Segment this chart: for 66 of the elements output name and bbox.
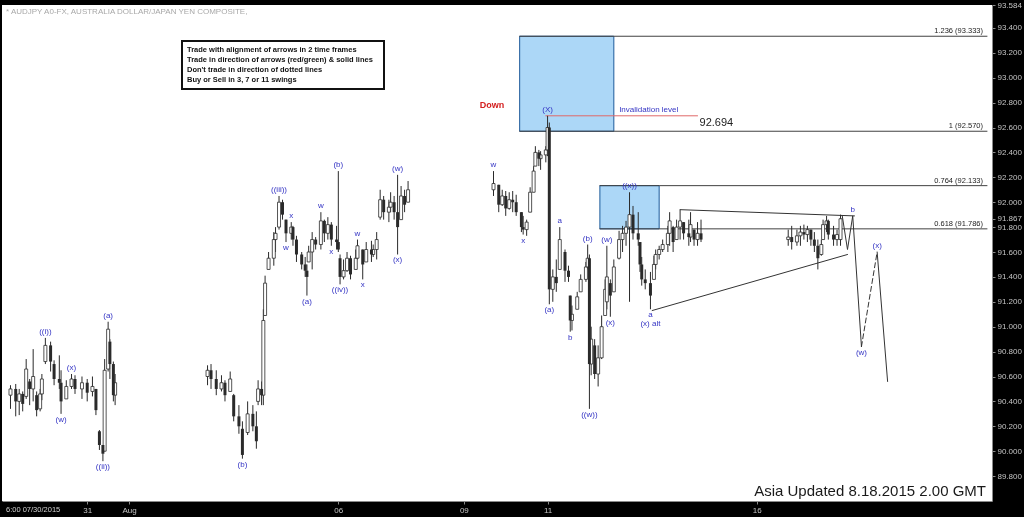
annotation: a bbox=[557, 216, 563, 226]
annotation: (w) bbox=[601, 234, 613, 244]
annotation: a bbox=[648, 310, 654, 320]
annotation: Down bbox=[479, 100, 505, 110]
annotation: (a) bbox=[544, 305, 555, 315]
annotation: Invalidation level bbox=[619, 104, 679, 114]
annotation: w bbox=[282, 243, 290, 253]
y-tick-label: 91.600 bbox=[997, 247, 1023, 257]
annotation: (x) bbox=[392, 255, 403, 265]
x-tick-label: 16 bbox=[752, 505, 763, 515]
y-tick-label: 92.600 bbox=[997, 123, 1023, 133]
annotation: (w) bbox=[855, 347, 868, 357]
annotation: ((i)) bbox=[39, 326, 52, 336]
annotation: w bbox=[316, 201, 324, 211]
annotation: (b) bbox=[237, 459, 248, 469]
annotation: (x) bbox=[66, 363, 77, 373]
y-tick-label: 93.200 bbox=[997, 48, 1023, 58]
series-label: 92.694 bbox=[699, 115, 734, 128]
y-tick-label: 91.867 bbox=[997, 214, 1023, 224]
y-tick-label: 92.400 bbox=[997, 147, 1023, 157]
annotation: b bbox=[850, 204, 856, 214]
y-tick-label: 93.400 bbox=[997, 23, 1023, 33]
annotation: (b) bbox=[582, 233, 593, 243]
y-tick-label: 92.800 bbox=[997, 98, 1023, 108]
y-tick-label: 93.000 bbox=[997, 73, 1023, 83]
y-tick-label: 91.200 bbox=[997, 297, 1023, 307]
annotation: x bbox=[521, 235, 526, 245]
annotation: (a) bbox=[302, 296, 313, 306]
annotation: Asia Updated 8.18.2015 2.00 GMT bbox=[754, 482, 986, 499]
annotation: b bbox=[568, 332, 574, 342]
annotation: w bbox=[353, 228, 361, 238]
annotation: ((x)) bbox=[622, 181, 638, 191]
y-tick-label: 91.400 bbox=[997, 272, 1023, 282]
y-tick-label: 91.000 bbox=[997, 322, 1023, 332]
x-tick-label: 06 bbox=[334, 505, 344, 515]
x-tick-label: Aug bbox=[122, 505, 137, 515]
annotation: (w) bbox=[55, 414, 67, 424]
annotation: (x) alt bbox=[640, 319, 662, 329]
annotation: (b) bbox=[333, 160, 344, 170]
annotation: ((iii)) bbox=[271, 184, 288, 194]
y-tick-label: 91.800 bbox=[997, 222, 1023, 232]
x-tick-label: 09 bbox=[459, 505, 470, 515]
annotation: (X) bbox=[542, 104, 554, 114]
annotation: ((ii)) bbox=[95, 462, 111, 472]
annotation: w bbox=[489, 160, 497, 170]
x-tick-label: 11 bbox=[543, 505, 553, 515]
y-tick-label: 89.800 bbox=[997, 471, 1023, 481]
annotation: (x) bbox=[872, 241, 883, 250]
annotation: (w) bbox=[392, 163, 404, 173]
y-tick-label: 93.584 bbox=[997, 0, 1023, 10]
chart-title: * AUDJPY A0-FX, AUSTRALIA DOLLAR/JAPAN YEN COMPOSITE, bbox=[6, 7, 248, 16]
y-tick-label: 92.000 bbox=[997, 197, 1023, 207]
y-tick-label: 90.200 bbox=[997, 421, 1023, 431]
y-tick-label: 92.200 bbox=[997, 172, 1023, 182]
annotation: (x) bbox=[605, 317, 616, 327]
annotation: x bbox=[360, 280, 365, 290]
annotation: x bbox=[329, 246, 334, 256]
annotation: ((iv)) bbox=[331, 285, 349, 295]
annotation: ((w)) bbox=[581, 409, 598, 419]
y-tick-label: 90.800 bbox=[997, 347, 1023, 357]
y-tick-label: 90.000 bbox=[997, 446, 1023, 456]
annotation: x bbox=[289, 211, 294, 221]
y-tick-label: 90.600 bbox=[997, 372, 1023, 381]
annotation: (a) bbox=[103, 310, 114, 320]
x-tick-label: 31 bbox=[83, 505, 93, 515]
y-tick-label: 90.400 bbox=[997, 396, 1023, 406]
